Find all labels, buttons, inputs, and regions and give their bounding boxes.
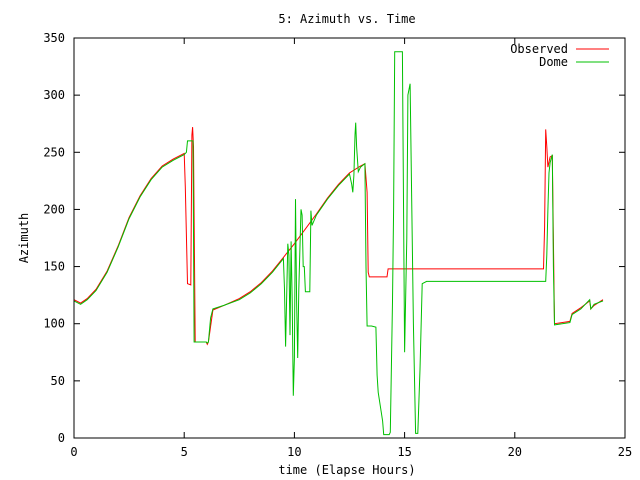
x-axis-label: time (Elapse Hours) <box>278 463 415 477</box>
x-tick-label: 25 <box>618 445 632 459</box>
y-axis-label: Azimuth <box>17 213 31 264</box>
y-tick-label: 50 <box>51 374 65 388</box>
y-tick-label: 150 <box>43 260 65 274</box>
y-tick-label: 250 <box>43 145 65 159</box>
y-tick-label: 300 <box>43 88 65 102</box>
series-line-observed <box>73 127 604 346</box>
plot-frame <box>73 37 626 439</box>
y-tick-label: 100 <box>43 317 65 331</box>
y-tick-label: 350 <box>43 31 65 45</box>
x-tick-label: 10 <box>287 445 301 459</box>
series-line-dome <box>73 51 604 436</box>
series-group <box>73 51 604 436</box>
x-tick-label: 5 <box>181 445 188 459</box>
legend-label-dome: Dome <box>539 55 568 69</box>
chart-title: 5: Azimuth vs. Time <box>278 12 415 26</box>
x-tick-label: 0 <box>70 445 77 459</box>
y-tick-label: 0 <box>58 431 65 445</box>
y-tick-label: 200 <box>43 202 65 216</box>
legend-label-observed: Observed <box>510 42 568 56</box>
x-tick-label: 20 <box>508 445 522 459</box>
x-tick-label: 15 <box>397 445 411 459</box>
